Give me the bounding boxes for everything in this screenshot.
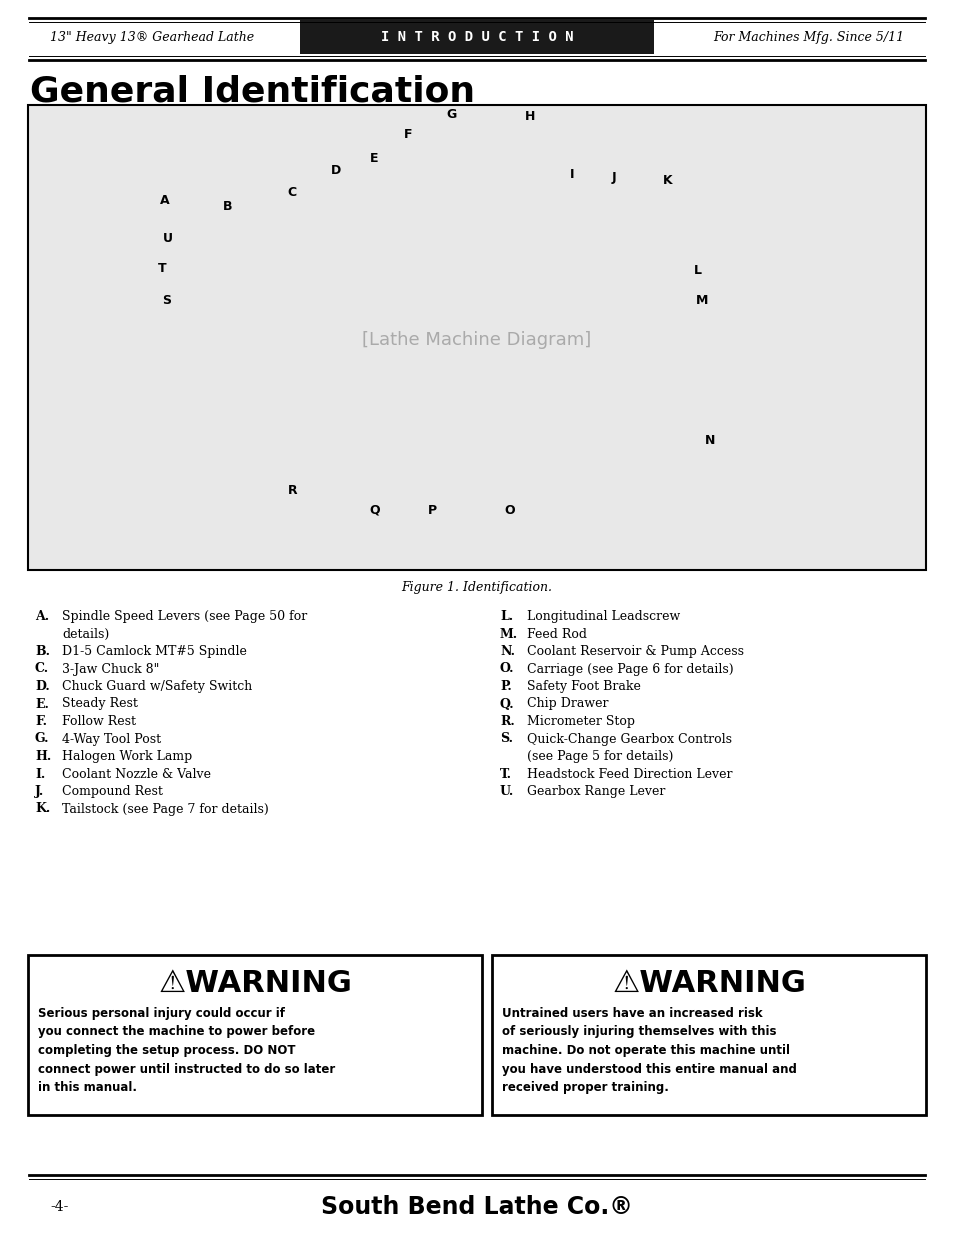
Text: Quick-Change Gearbox Controls: Quick-Change Gearbox Controls: [526, 732, 731, 746]
Text: I N T R O D U C T I O N: I N T R O D U C T I O N: [380, 30, 573, 44]
Text: G.: G.: [35, 732, 50, 746]
Bar: [492, 955, 925, 1115]
Text: Coolant Nozzle & Valve: Coolant Nozzle & Valve: [62, 767, 211, 781]
Text: D: D: [331, 163, 341, 177]
Text: E.: E.: [35, 698, 49, 710]
Text: (see Page 5 for details): (see Page 5 for details): [526, 750, 673, 763]
Text: F: F: [403, 128, 412, 142]
Text: I.: I.: [35, 767, 45, 781]
Text: B.: B.: [35, 645, 50, 658]
Text: Carriage (see Page 6 for details): Carriage (see Page 6 for details): [526, 662, 733, 676]
Text: N: N: [704, 433, 715, 447]
Text: Feed Rod: Feed Rod: [526, 627, 586, 641]
Text: Q: Q: [370, 504, 380, 516]
Text: H.: H.: [35, 750, 51, 763]
Text: E: E: [370, 152, 377, 164]
Text: Chip Drawer: Chip Drawer: [526, 698, 608, 710]
Text: 4-Way Tool Post: 4-Way Tool Post: [62, 732, 161, 746]
Text: O: O: [504, 504, 515, 516]
Text: -4-: -4-: [50, 1200, 69, 1214]
Text: J: J: [611, 172, 616, 184]
Text: A: A: [160, 194, 170, 206]
Text: Tailstock (see Page 7 for details): Tailstock (see Page 7 for details): [62, 803, 269, 815]
Text: [Lathe Machine Diagram]: [Lathe Machine Diagram]: [362, 331, 591, 350]
Bar: [28, 955, 481, 1115]
Text: H: H: [524, 110, 535, 124]
Text: R: R: [288, 483, 297, 496]
Text: Steady Rest: Steady Rest: [62, 698, 138, 710]
Text: A.: A.: [35, 610, 49, 622]
Text: 13" Heavy 13® Gearhead Lathe: 13" Heavy 13® Gearhead Lathe: [50, 31, 253, 43]
Text: For Machines Mfg. Since 5/11: For Machines Mfg. Since 5/11: [712, 31, 903, 43]
Text: U.: U.: [499, 785, 514, 798]
Text: C.: C.: [35, 662, 49, 676]
Text: Untrained users have an increased risk
of seriously injuring themselves with thi: Untrained users have an increased risk o…: [501, 1007, 796, 1094]
Text: Serious personal injury could occur if
you connect the machine to power before
c: Serious personal injury could occur if y…: [38, 1007, 335, 1094]
Text: F.: F.: [35, 715, 47, 727]
Text: J.: J.: [35, 785, 44, 798]
Text: B: B: [223, 200, 233, 214]
Bar: [299, 20, 654, 54]
Text: South Bend Lathe Co.®: South Bend Lathe Co.®: [321, 1195, 632, 1219]
Text: Micrometer Stop: Micrometer Stop: [526, 715, 635, 727]
Text: Safety Foot Brake: Safety Foot Brake: [526, 680, 640, 693]
Text: details): details): [62, 627, 110, 641]
Text: Compound Rest: Compound Rest: [62, 785, 163, 798]
Text: Gearbox Range Lever: Gearbox Range Lever: [526, 785, 664, 798]
Text: P: P: [427, 504, 436, 516]
Text: Chuck Guard w/Safety Switch: Chuck Guard w/Safety Switch: [62, 680, 252, 693]
Text: Coolant Reservoir & Pump Access: Coolant Reservoir & Pump Access: [526, 645, 743, 658]
Text: Follow Rest: Follow Rest: [62, 715, 136, 727]
Text: L: L: [693, 263, 701, 277]
Text: Halogen Work Lamp: Halogen Work Lamp: [62, 750, 193, 763]
Text: General Identification: General Identification: [30, 75, 475, 109]
Text: M: M: [695, 294, 707, 306]
Text: Headstock Feed Direction Lever: Headstock Feed Direction Lever: [526, 767, 732, 781]
Text: K.: K.: [35, 803, 51, 815]
Bar: [28, 105, 925, 571]
Text: T: T: [157, 262, 166, 274]
Text: K: K: [662, 173, 672, 186]
Text: R.: R.: [499, 715, 515, 727]
Text: G: G: [446, 109, 456, 121]
Text: S.: S.: [499, 732, 513, 746]
Text: Figure 1. Identification.: Figure 1. Identification.: [401, 580, 552, 594]
Text: U: U: [163, 231, 172, 245]
Text: L.: L.: [499, 610, 513, 622]
Text: 3-Jaw Chuck 8": 3-Jaw Chuck 8": [62, 662, 159, 676]
Text: M.: M.: [499, 627, 517, 641]
Text: P.: P.: [499, 680, 511, 693]
Text: S: S: [162, 294, 172, 306]
Text: T.: T.: [499, 767, 512, 781]
Text: Q.: Q.: [499, 698, 514, 710]
Text: I: I: [569, 168, 574, 182]
Text: ⚠WARNING: ⚠WARNING: [612, 968, 805, 998]
Text: D1-5 Camlock MT#5 Spindle: D1-5 Camlock MT#5 Spindle: [62, 645, 247, 658]
Text: ⚠WARNING: ⚠WARNING: [158, 968, 352, 998]
Text: N.: N.: [499, 645, 515, 658]
Text: Longitudinal Leadscrew: Longitudinal Leadscrew: [526, 610, 679, 622]
Text: D.: D.: [35, 680, 50, 693]
Text: C: C: [287, 185, 296, 199]
Text: O.: O.: [499, 662, 514, 676]
Text: Spindle Speed Levers (see Page 50 for: Spindle Speed Levers (see Page 50 for: [62, 610, 307, 622]
